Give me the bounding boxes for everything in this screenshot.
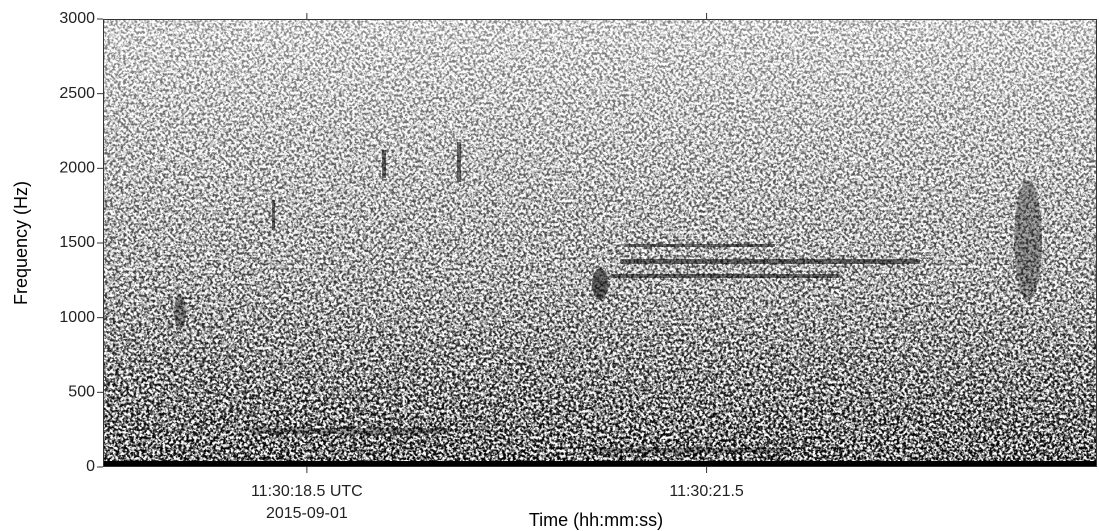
- date-label: 2015-09-01: [266, 505, 348, 522]
- y-tick-label: 1500: [59, 234, 95, 251]
- x-axis-title: Time (hh:mm:ss): [529, 510, 663, 530]
- y-tick-label: 500: [68, 384, 95, 401]
- x-tick-label: 11:30:18.5 UTC: [251, 483, 363, 500]
- y-axis-title: Frequency (Hz): [11, 181, 31, 305]
- y-tick-label: 3000: [59, 10, 95, 27]
- spectrogram-image: [103, 19, 1097, 467]
- y-tick-label: 1000: [59, 309, 95, 326]
- x-tick-label: 11:30:21.5: [669, 483, 744, 500]
- y-tick-label: 2000: [59, 160, 95, 177]
- y-tick-label: 0: [86, 458, 95, 475]
- y-tick-label: 2500: [59, 85, 95, 102]
